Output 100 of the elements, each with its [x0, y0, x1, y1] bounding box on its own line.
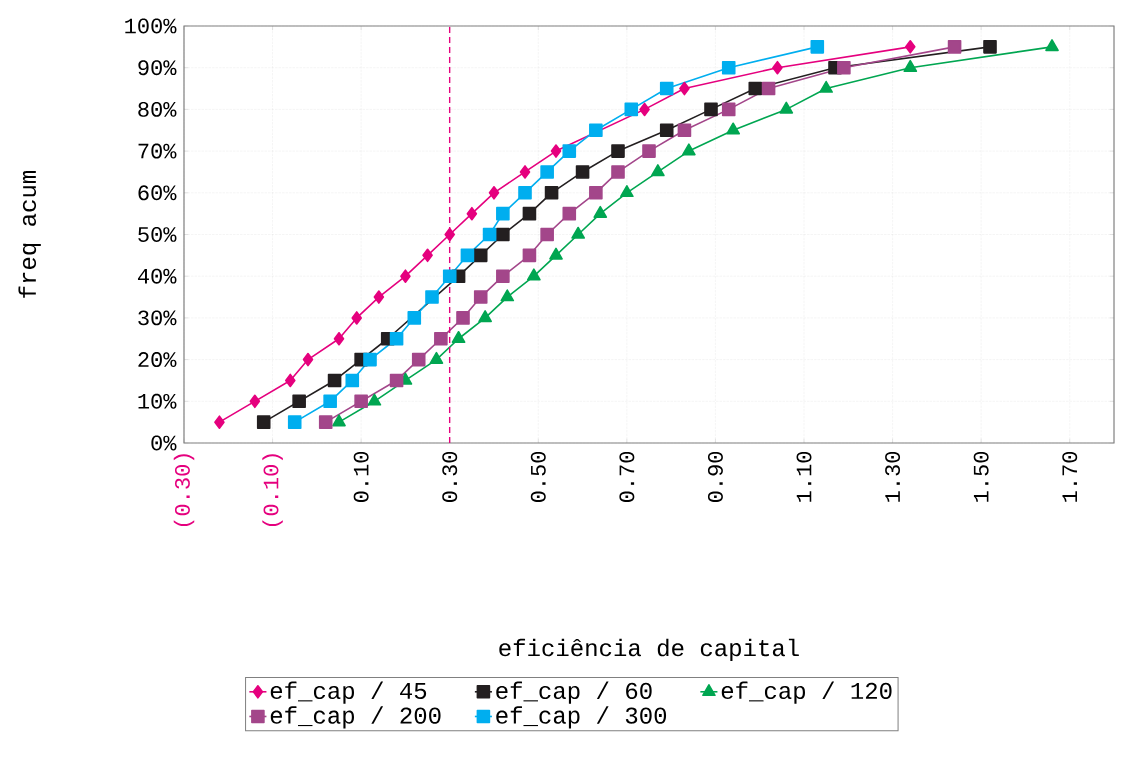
point — [400, 269, 411, 283]
point — [456, 311, 470, 325]
point — [367, 393, 382, 406]
point — [422, 248, 433, 263]
legend-label: ef_cap / 60 — [496, 681, 652, 704]
point — [345, 373, 360, 388]
point — [318, 415, 333, 429]
point — [522, 206, 537, 221]
point — [677, 123, 692, 138]
legend-label: ef_cap / 45 — [270, 681, 427, 704]
point — [284, 373, 296, 388]
y-tick-label: 50% — [138, 227, 177, 242]
point — [323, 394, 337, 409]
point — [256, 415, 271, 429]
point — [333, 331, 345, 346]
point — [589, 123, 603, 138]
point — [473, 290, 488, 304]
legend-label: ef_cap / 300 — [496, 706, 667, 729]
point — [562, 144, 577, 158]
point — [544, 186, 559, 200]
point — [488, 186, 500, 200]
point — [389, 373, 404, 388]
x-tick-label: (0.10) — [262, 454, 283, 527]
point — [651, 164, 665, 177]
x-tick-label: 0.70 — [619, 451, 635, 503]
x-tick-label: 0.90 — [707, 451, 723, 503]
point — [810, 40, 825, 54]
point — [571, 226, 586, 239]
point — [611, 144, 625, 158]
point — [550, 144, 562, 158]
point — [1045, 39, 1059, 52]
point — [682, 143, 696, 156]
point — [482, 227, 497, 242]
point — [292, 394, 306, 409]
y-axis-title: freq acum — [18, 170, 41, 298]
point — [562, 206, 577, 221]
y-tick-label: 10% — [138, 393, 177, 409]
point — [478, 310, 493, 323]
point — [363, 352, 377, 367]
point — [704, 102, 718, 117]
point — [466, 206, 478, 221]
point — [373, 290, 385, 304]
x-tick-label: 0.50 — [530, 451, 546, 503]
point — [473, 248, 488, 263]
y-tick-label: 30% — [138, 310, 177, 326]
point — [748, 81, 763, 96]
x-tick-label: (0.30) — [173, 454, 195, 527]
point — [779, 101, 794, 114]
point — [819, 80, 834, 93]
point — [620, 185, 634, 198]
point — [496, 206, 510, 221]
point — [947, 40, 962, 54]
point — [249, 394, 261, 409]
point — [425, 290, 439, 304]
point — [354, 394, 368, 409]
point — [540, 227, 554, 242]
point — [411, 352, 426, 367]
point — [451, 330, 466, 344]
point — [772, 60, 783, 75]
point — [327, 373, 342, 388]
point — [721, 102, 736, 117]
point — [287, 415, 302, 429]
y-tick-label: 20% — [138, 352, 177, 368]
point — [434, 331, 448, 346]
point — [611, 165, 625, 179]
y-tick-label: 0% — [151, 435, 177, 451]
point — [527, 268, 541, 281]
point — [444, 227, 456, 242]
y-tick-label: 60% — [138, 185, 177, 201]
point — [575, 165, 590, 179]
point — [518, 186, 532, 200]
point — [983, 40, 997, 54]
y-tick-label: 100% — [125, 18, 177, 34]
point — [904, 40, 916, 54]
x-tick-label: 0.10 — [353, 451, 369, 503]
y-tick-label: 40% — [137, 268, 177, 284]
point — [642, 144, 656, 158]
point — [589, 186, 603, 200]
point — [214, 415, 225, 429]
point — [407, 311, 422, 325]
legend-label: ef_cap / 200 — [270, 706, 441, 729]
point — [442, 269, 457, 283]
point — [540, 165, 554, 179]
x-tick-label: 0.30 — [442, 451, 458, 503]
y-tick-label: 80% — [138, 101, 177, 117]
point — [593, 205, 608, 218]
x-axis-title: eficiência de capital — [499, 638, 799, 662]
point — [659, 123, 674, 138]
point — [496, 227, 510, 242]
point — [721, 60, 736, 75]
point — [761, 81, 776, 96]
point — [332, 414, 346, 427]
point — [496, 269, 510, 283]
point — [679, 81, 690, 96]
y-tick-label: 90% — [138, 60, 177, 76]
point — [659, 81, 674, 96]
point — [302, 352, 314, 367]
point — [519, 165, 531, 179]
legend-label: ef_cap / 120 — [721, 681, 892, 704]
x-tick-label: 1.50 — [973, 451, 989, 502]
